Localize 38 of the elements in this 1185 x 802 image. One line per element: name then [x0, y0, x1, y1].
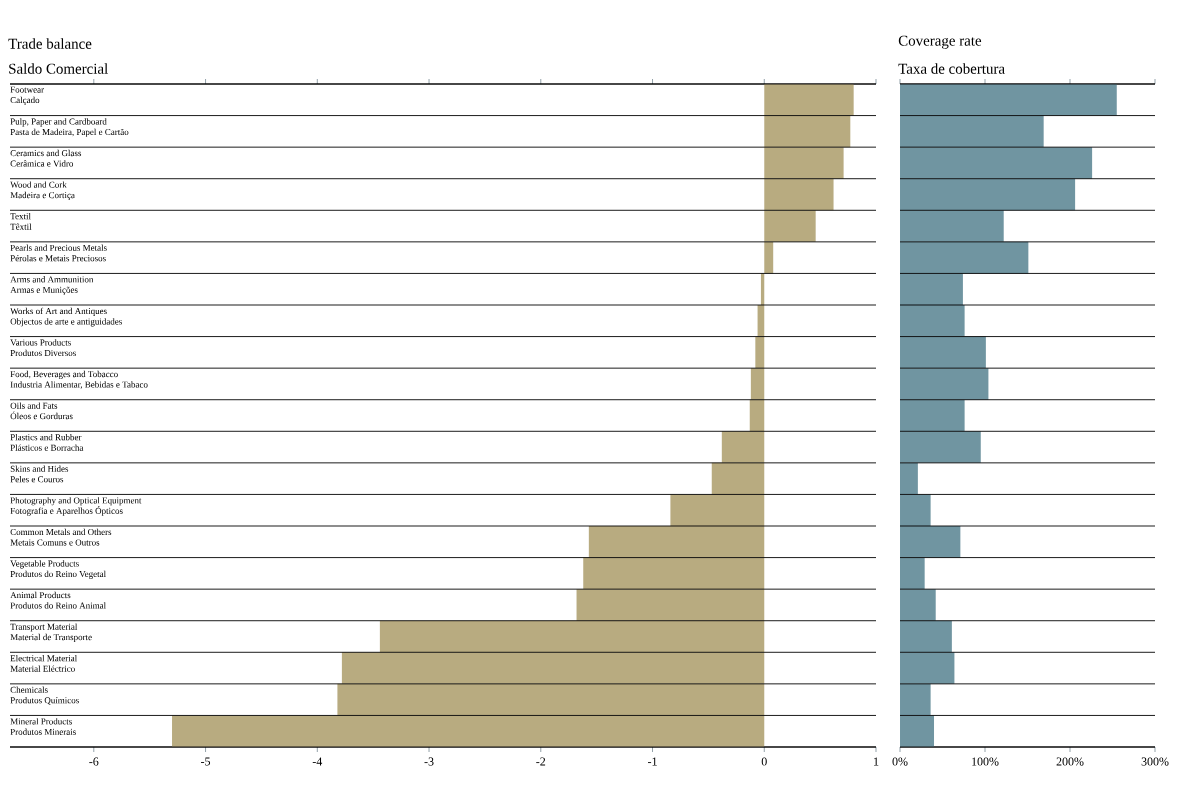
chart-title: Trade balance — [8, 38, 92, 49]
y-tick-label: Pearls and Precious Metals Pérolas e Metais Preciosos — [10, 244, 107, 262]
chart-title: Coverage rate — [898, 35, 982, 49]
x-tick-label: 300% — [1141, 757, 1169, 766]
y-tick-label: Transport Material Material de Transporte — [10, 623, 92, 642]
chart-subtitle: Saldo Comercial — [9, 63, 108, 74]
y-tick-label: Food, Beverages and Tobacco Industria Alimentar, Bebidas e Tabaco — [10, 370, 148, 389]
x-tick-label: 200% — [1056, 757, 1084, 766]
y-tick-label: Mineral Products Produtos Minerais — [10, 718, 76, 735]
y-tick-label: Common Metals and Others Metais Comuns e Outros — [10, 528, 112, 546]
x-tick-label: -1 — [647, 757, 657, 766]
chart-subtitle: Taxa de cobertura — [898, 63, 1005, 74]
bar — [764, 241, 774, 274]
y-tick-label: Footwear Calçado — [10, 86, 44, 105]
y-tick-label: Oils and Fats Óleos e Gorduras — [10, 402, 73, 420]
y-tick-label: Textil Têxtil — [10, 212, 32, 230]
y-tick-label: Pulp, Paper and Cardboard Pasta de Madeira, Papel e Cartão — [10, 118, 129, 137]
x-tick-label: 0 — [761, 757, 767, 766]
y-tick-label: Wood and Cork Madeira e Cortiça — [10, 181, 75, 200]
y-tick-label: Chemicals Produtos Químicos — [10, 686, 79, 705]
x-tick-label: -6 — [89, 757, 99, 766]
x-tick-label: -2 — [536, 757, 546, 766]
y-tick-label: Plastics and Rubber Plásticos e Borracha — [10, 433, 84, 451]
y-tick-label: Ceramics and Glass Cerâmica e Vidro — [10, 149, 82, 167]
x-tick-label: -3 — [424, 757, 434, 766]
x-tick-label: 0% — [892, 757, 908, 766]
y-tick-label: Various Products Produtos Diversos — [10, 339, 76, 357]
y-tick-label: Arms and Ammunition Armas e Munições — [10, 276, 94, 295]
y-tick-label: Photography and Optical Equipment Fotografia e Aparelhos Ópticos — [10, 497, 142, 516]
x-tick-label: 100% — [972, 757, 999, 766]
y-tick-label: Skins and Hides Peles e Couros — [10, 465, 69, 483]
y-tick-label: Animal Products Produtos do Reino Animal — [10, 591, 106, 609]
y-tick-label: Vegetable Products Produtos do Reino Vegetal — [10, 560, 106, 579]
x-tick-label: 1 — [874, 757, 879, 766]
x-tick-label: -4 — [312, 757, 323, 766]
y-tick-label: Works of Art and Antiques Objectos de arte e antiguidades — [10, 307, 122, 327]
y-tick-label: Electrical Material Material Eléctrico — [10, 654, 77, 672]
x-tick-label: -5 — [201, 757, 211, 766]
